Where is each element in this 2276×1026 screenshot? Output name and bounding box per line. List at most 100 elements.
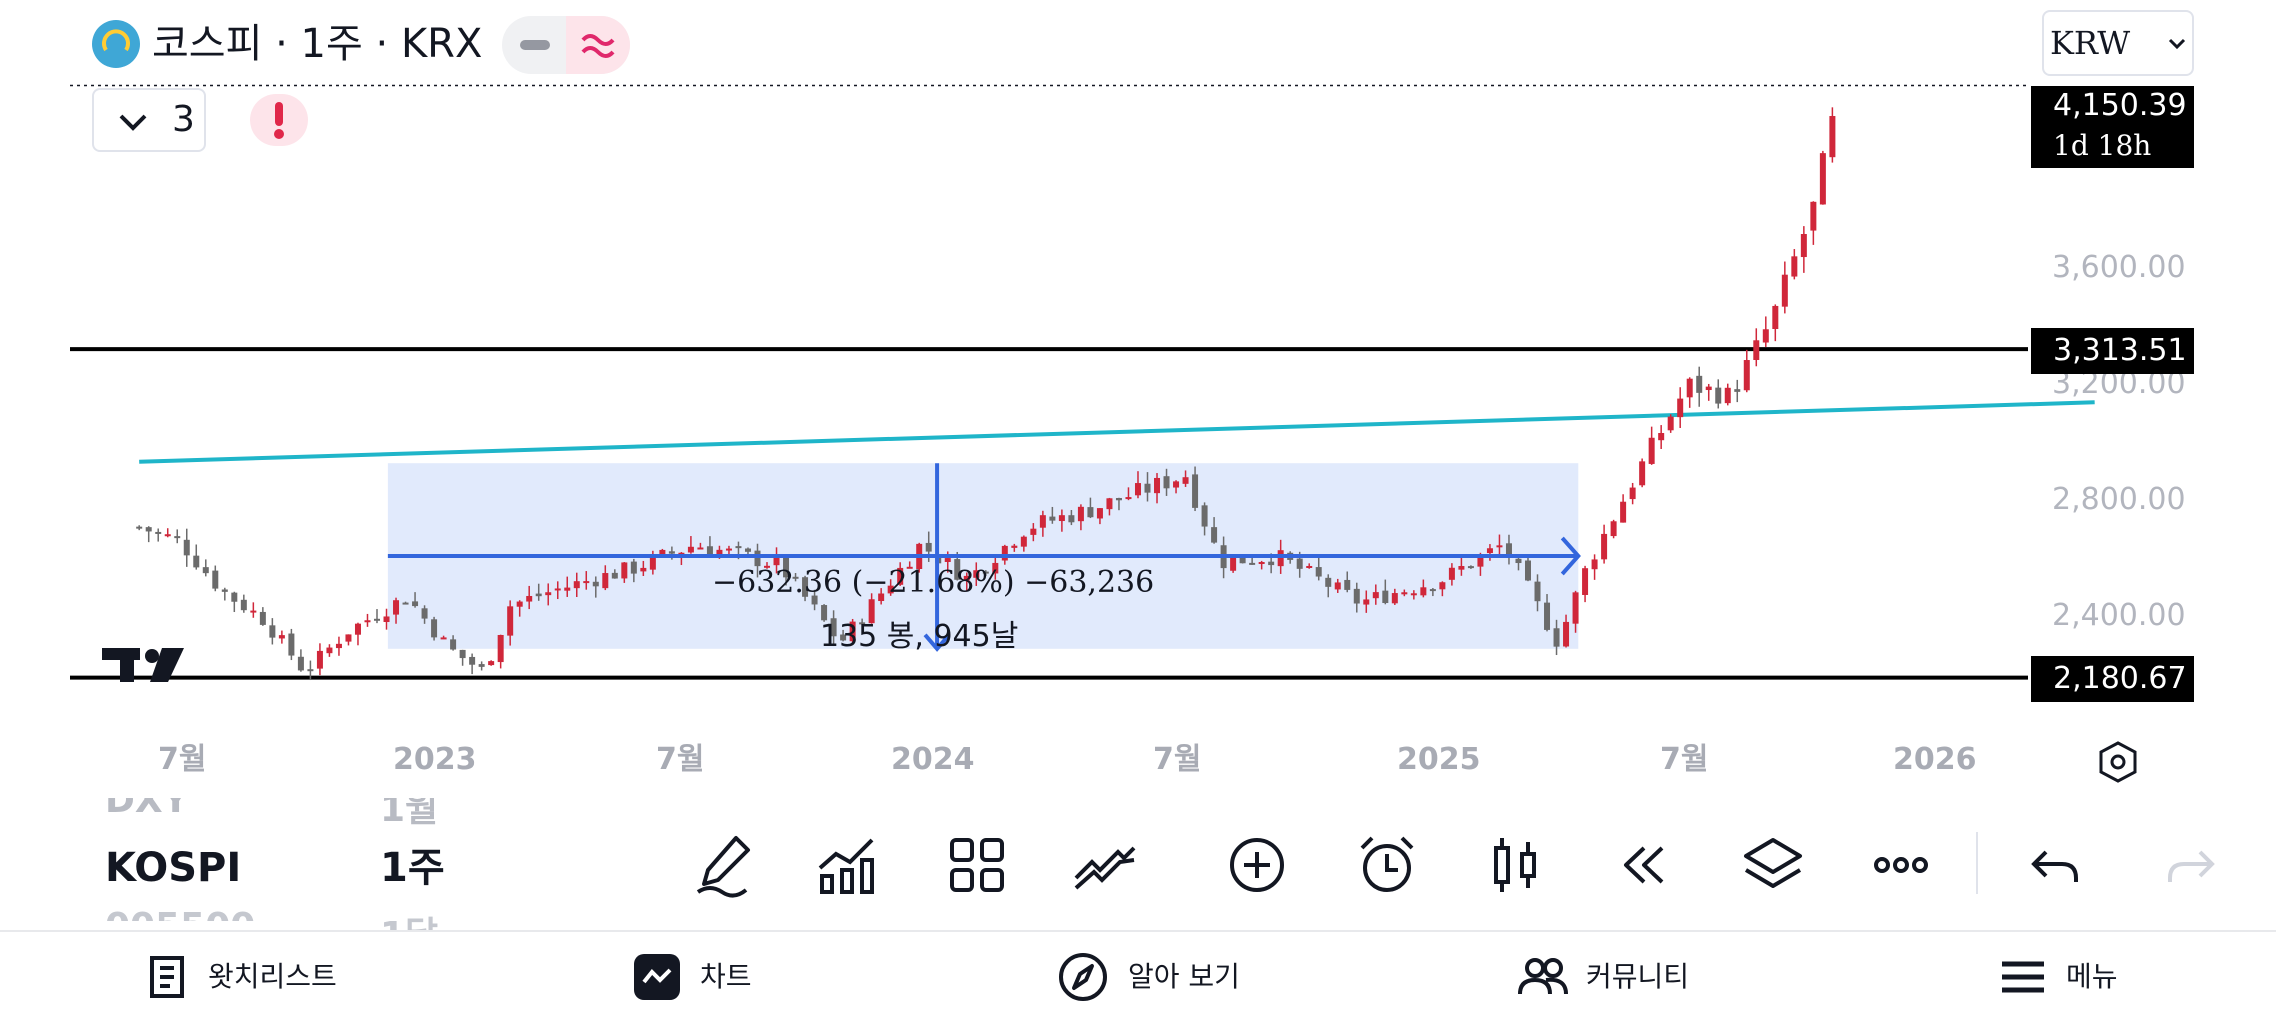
candle-down[interactable] <box>155 531 162 534</box>
candle-up[interactable] <box>164 534 171 537</box>
candle-down[interactable] <box>754 550 761 567</box>
candle-up[interactable] <box>316 650 323 669</box>
candle-up[interactable] <box>278 635 285 639</box>
hline-price-tag[interactable]: 2,180.67 <box>2031 656 2194 702</box>
trendline[interactable] <box>139 400 2095 464</box>
candle-up[interactable] <box>1077 506 1084 522</box>
candle-up[interactable] <box>1420 587 1427 596</box>
candle-down[interactable] <box>402 602 409 605</box>
candle-up[interactable] <box>1363 599 1370 605</box>
candle-down[interactable] <box>744 548 751 552</box>
candle-up[interactable] <box>364 620 371 623</box>
candle-down[interactable] <box>1144 483 1151 493</box>
candle-up[interactable] <box>335 643 342 649</box>
candle-up[interactable] <box>1058 515 1065 522</box>
candle-up[interactable] <box>1705 386 1712 391</box>
candle-up[interactable] <box>526 595 533 602</box>
indicators-icon[interactable] <box>812 830 882 900</box>
candle-up[interactable] <box>1391 593 1398 604</box>
candle-up[interactable] <box>1334 582 1341 590</box>
candle-down[interactable] <box>1715 387 1722 404</box>
candle-down[interactable] <box>297 656 304 671</box>
candle-down[interactable] <box>783 556 790 578</box>
candle-down[interactable] <box>1544 602 1551 630</box>
candle-up[interactable] <box>1096 508 1103 519</box>
candle-up[interactable] <box>868 599 875 624</box>
compass-icon[interactable] <box>1056 950 1110 1004</box>
drawings-icon[interactable] <box>1070 830 1140 900</box>
candle-down[interactable] <box>1429 589 1436 592</box>
watchlist-interval[interactable]: 1주 <box>380 845 445 891</box>
watchlist-prev-symbol[interactable]: DXY <box>105 780 189 821</box>
symbol-logo[interactable] <box>92 20 140 68</box>
candle-up[interactable] <box>944 558 951 562</box>
candle-down[interactable] <box>1115 497 1122 501</box>
candle-up[interactable] <box>1772 305 1779 330</box>
candle-down[interactable] <box>668 551 675 554</box>
candle-up[interactable] <box>773 556 780 566</box>
candle-down[interactable] <box>1315 567 1322 577</box>
candle-down[interactable] <box>535 593 542 597</box>
candle-down[interactable] <box>1239 555 1246 564</box>
candle-down[interactable] <box>202 567 209 574</box>
candle-up[interactable] <box>1020 536 1027 547</box>
candle-down[interactable] <box>1696 375 1703 393</box>
candle-up[interactable] <box>1011 545 1018 548</box>
symbol-title[interactable]: 코스피 · 1주 · KRX <box>152 21 483 67</box>
candle-down[interactable] <box>1268 561 1275 566</box>
candle-down[interactable] <box>1087 507 1094 518</box>
candle-down[interactable] <box>706 546 713 555</box>
candle-down[interactable] <box>240 599 247 611</box>
candle-down[interactable] <box>421 608 428 619</box>
candle-up[interactable] <box>887 585 894 594</box>
candle-down[interactable] <box>1049 516 1056 521</box>
alarm-icon[interactable] <box>1352 830 1422 900</box>
candle-up[interactable] <box>345 634 352 642</box>
candle-down[interactable] <box>478 664 485 667</box>
candle-down[interactable] <box>259 611 266 625</box>
candle-up[interactable] <box>1039 515 1046 528</box>
candle-up[interactable] <box>1639 461 1646 486</box>
candle-down[interactable] <box>811 595 818 605</box>
candle-down[interactable] <box>469 656 476 665</box>
candle-down[interactable] <box>1163 476 1170 489</box>
candle-up[interactable] <box>440 637 447 640</box>
candle-up[interactable] <box>1800 234 1807 258</box>
brush-icon[interactable] <box>690 830 760 900</box>
candle-down[interactable] <box>802 577 809 597</box>
candle-up[interactable] <box>1610 521 1617 537</box>
candle-up[interactable] <box>1001 545 1008 561</box>
candle-up[interactable] <box>564 587 571 591</box>
candle-up[interactable] <box>1173 481 1180 488</box>
candle-up[interactable] <box>1781 274 1788 307</box>
candle-down[interactable] <box>136 526 143 529</box>
candle-down[interactable] <box>859 622 866 625</box>
nav-menu[interactable]: 메뉴 <box>2066 960 2118 993</box>
currency-select[interactable] <box>2042 10 2194 76</box>
more-icon[interactable] <box>1866 830 1936 900</box>
candle-up[interactable] <box>1591 559 1598 570</box>
candle-up[interactable] <box>583 581 590 584</box>
candle-up[interactable] <box>1753 340 1760 360</box>
candle-up[interactable] <box>1486 548 1493 554</box>
candle-down[interactable] <box>1068 515 1075 523</box>
candle-up[interactable] <box>1620 501 1627 523</box>
candle-up[interactable] <box>906 566 913 569</box>
candle-down[interactable] <box>1505 543 1512 557</box>
candle-up[interactable] <box>1629 487 1636 500</box>
candle-up[interactable] <box>393 600 400 615</box>
candle-down[interactable] <box>288 633 295 656</box>
candle-up[interactable] <box>1496 545 1503 548</box>
candle-up[interactable] <box>1724 387 1731 404</box>
candle-down[interactable] <box>630 561 637 574</box>
candle-down[interactable] <box>145 527 152 532</box>
candle-up[interactable] <box>326 647 333 654</box>
candle-down[interactable] <box>1296 558 1303 569</box>
chart-settings-icon[interactable] <box>2096 740 2140 784</box>
candle-up[interactable] <box>1677 398 1684 418</box>
candle-up[interactable] <box>1258 562 1265 565</box>
candle-down[interactable] <box>450 639 457 650</box>
candle-up[interactable] <box>897 567 904 585</box>
candle-up[interactable] <box>354 623 361 635</box>
candle-up[interactable] <box>1829 116 1836 158</box>
